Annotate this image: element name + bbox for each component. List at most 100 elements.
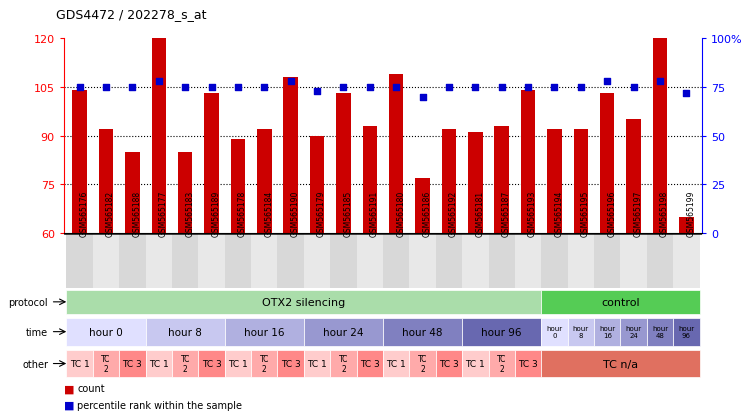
Bar <box>679 217 694 233</box>
Point <box>628 84 640 91</box>
Bar <box>383 350 409 377</box>
Bar <box>673 234 699 288</box>
Bar <box>72 91 87 233</box>
Text: TC
2: TC 2 <box>260 354 269 373</box>
Bar <box>515 350 541 377</box>
Bar <box>310 136 324 233</box>
Text: TC
2: TC 2 <box>339 354 348 373</box>
Text: TC 1: TC 1 <box>70 359 89 368</box>
Text: GSM565182: GSM565182 <box>106 191 115 237</box>
Bar <box>357 234 383 288</box>
Point <box>575 84 587 91</box>
Bar <box>409 234 436 288</box>
Text: hour
24: hour 24 <box>626 325 641 338</box>
Text: GSM565181: GSM565181 <box>475 191 484 237</box>
Bar <box>119 234 146 288</box>
Text: GSM565192: GSM565192 <box>449 191 458 237</box>
Bar <box>330 350 357 377</box>
Bar <box>172 234 198 288</box>
Bar <box>647 234 673 288</box>
Bar <box>330 234 357 288</box>
Text: GSM565197: GSM565197 <box>634 190 643 237</box>
Point <box>337 84 349 91</box>
Text: TC 1: TC 1 <box>228 359 248 368</box>
Bar <box>468 133 483 233</box>
Point <box>363 84 376 91</box>
Text: GSM565185: GSM565185 <box>343 191 352 237</box>
Bar <box>568 318 594 346</box>
Text: hour
96: hour 96 <box>678 325 695 338</box>
Point <box>548 84 560 91</box>
Bar <box>225 234 251 288</box>
Bar <box>653 39 667 233</box>
Text: GSM565199: GSM565199 <box>686 190 695 237</box>
Bar <box>600 94 614 233</box>
Point <box>602 78 614 85</box>
Bar <box>521 91 535 233</box>
Bar <box>436 234 462 288</box>
Text: ■: ■ <box>64 400 74 410</box>
Bar <box>304 234 330 288</box>
Bar <box>251 350 278 377</box>
Text: GSM565191: GSM565191 <box>369 191 379 237</box>
Point <box>443 84 455 91</box>
Text: GSM565194: GSM565194 <box>554 190 563 237</box>
Point <box>100 84 112 91</box>
Bar <box>119 350 146 377</box>
Bar <box>462 234 488 288</box>
Text: hour 96: hour 96 <box>481 327 522 337</box>
Bar <box>67 234 93 288</box>
Text: TC 3: TC 3 <box>122 359 142 368</box>
Text: GSM565183: GSM565183 <box>185 191 195 237</box>
Bar <box>541 318 568 346</box>
Text: ■: ■ <box>64 383 74 393</box>
Bar <box>67 290 541 314</box>
Text: hour 48: hour 48 <box>403 327 443 337</box>
Bar <box>462 350 488 377</box>
Bar <box>488 234 515 288</box>
Point <box>680 90 692 97</box>
Point <box>469 84 481 91</box>
Bar <box>198 234 225 288</box>
Text: TC 3: TC 3 <box>202 359 222 368</box>
Bar <box>225 350 251 377</box>
Point <box>126 84 138 91</box>
Bar <box>278 234 304 288</box>
Text: TC 3: TC 3 <box>518 359 538 368</box>
Bar <box>568 234 594 288</box>
Bar <box>620 234 647 288</box>
Bar <box>204 94 219 233</box>
Point <box>417 94 429 101</box>
Text: GSM565198: GSM565198 <box>660 191 669 237</box>
Text: hour
8: hour 8 <box>573 325 589 338</box>
Text: GSM565187: GSM565187 <box>502 191 511 237</box>
Text: TC 1: TC 1 <box>149 359 169 368</box>
Point <box>232 84 244 91</box>
Text: TC 1: TC 1 <box>466 359 485 368</box>
Bar <box>488 350 515 377</box>
Text: GSM565189: GSM565189 <box>212 191 221 237</box>
Text: TC
2: TC 2 <box>497 354 506 373</box>
Text: other: other <box>22 358 48 369</box>
Bar <box>336 94 351 233</box>
Text: GSM565190: GSM565190 <box>291 190 300 237</box>
Text: GSM565178: GSM565178 <box>238 191 247 237</box>
Text: GDS4472 / 202278_s_at: GDS4472 / 202278_s_at <box>56 8 207 21</box>
Text: TC
2: TC 2 <box>180 354 190 373</box>
Point <box>152 78 164 85</box>
Text: control: control <box>601 297 640 307</box>
Bar <box>462 318 541 346</box>
Bar <box>409 350 436 377</box>
Bar <box>172 350 198 377</box>
Point <box>285 78 297 85</box>
Text: TC 3: TC 3 <box>439 359 459 368</box>
Text: protocol: protocol <box>8 297 48 307</box>
Bar <box>515 234 541 288</box>
Text: hour 0: hour 0 <box>89 327 123 337</box>
Text: GSM565177: GSM565177 <box>158 190 167 237</box>
Bar <box>152 39 166 233</box>
Point <box>496 84 508 91</box>
Bar <box>283 78 298 233</box>
Bar <box>93 350 119 377</box>
Bar <box>225 318 304 346</box>
